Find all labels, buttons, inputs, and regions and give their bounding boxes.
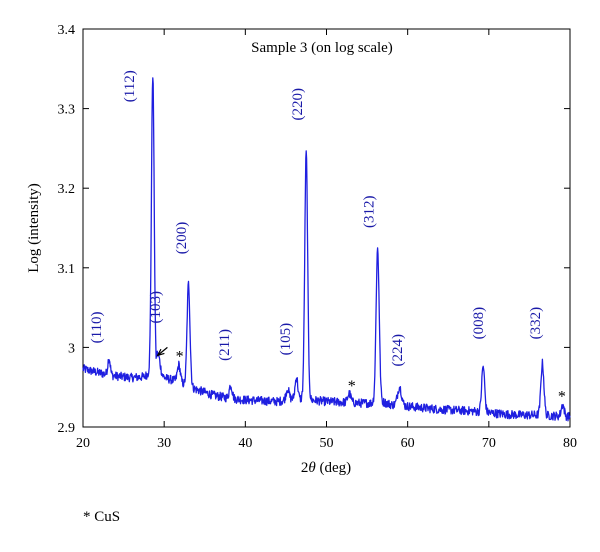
peak-label: (200) [174, 222, 190, 255]
annotation-arrow [156, 346, 168, 357]
x-tick-label: 50 [320, 436, 334, 451]
x-tick-label: 60 [401, 436, 415, 451]
peak-label: (312) [362, 196, 378, 229]
y-tick-label: 3.2 [58, 182, 76, 197]
x-tick-label: 20 [76, 436, 90, 451]
series-line [82, 77, 571, 422]
x-axis-label: 2θ (deg) [301, 460, 351, 476]
cus-star: * [176, 349, 184, 366]
peak-label: (224) [390, 334, 406, 367]
x-tick-labels: 20 30 40 50 60 70 80 [76, 436, 577, 451]
peak-label: (008) [471, 307, 487, 340]
y-tick-label: 3 [68, 341, 75, 356]
x-tick-label: 80 [563, 436, 577, 451]
y-tick-label: 3.3 [58, 103, 76, 118]
y-tick-label: 3.4 [58, 23, 76, 38]
footnote-legend: * CuS [83, 509, 121, 525]
x-tick-label: 30 [157, 436, 171, 451]
y-tick-label: 2.9 [58, 421, 76, 436]
y-tick-label: 3.1 [58, 262, 76, 277]
plot-frame [82, 28, 571, 428]
cus-star: * [348, 378, 356, 395]
peak-label: (211) [217, 329, 233, 361]
x-tick-label: 70 [482, 436, 496, 451]
peak-labels: (110) (112) (103) (200) (211) (105) (220) (312)… [89, 70, 544, 366]
peak-label: (332) [528, 307, 544, 340]
cus-markers: * * * [176, 349, 566, 406]
y-axis-label: Log (intensity) [26, 183, 42, 273]
arrow-head [156, 348, 165, 357]
peak-label: (105) [278, 323, 294, 356]
y-tick-labels: 2.9 3 3.1 3.2 3.3 3.4 [58, 23, 76, 436]
x-tick-label: 40 [238, 436, 252, 451]
arrow-shaft [157, 346, 168, 356]
cus-star: * [558, 389, 566, 406]
peak-label: (103) [148, 291, 164, 324]
peak-label: (110) [89, 311, 105, 343]
peak-label: (112) [122, 70, 138, 102]
axis-ticks [82, 28, 571, 428]
peak-label: (220) [290, 88, 306, 121]
chart-title: Sample 3 (on log scale) [251, 40, 393, 56]
